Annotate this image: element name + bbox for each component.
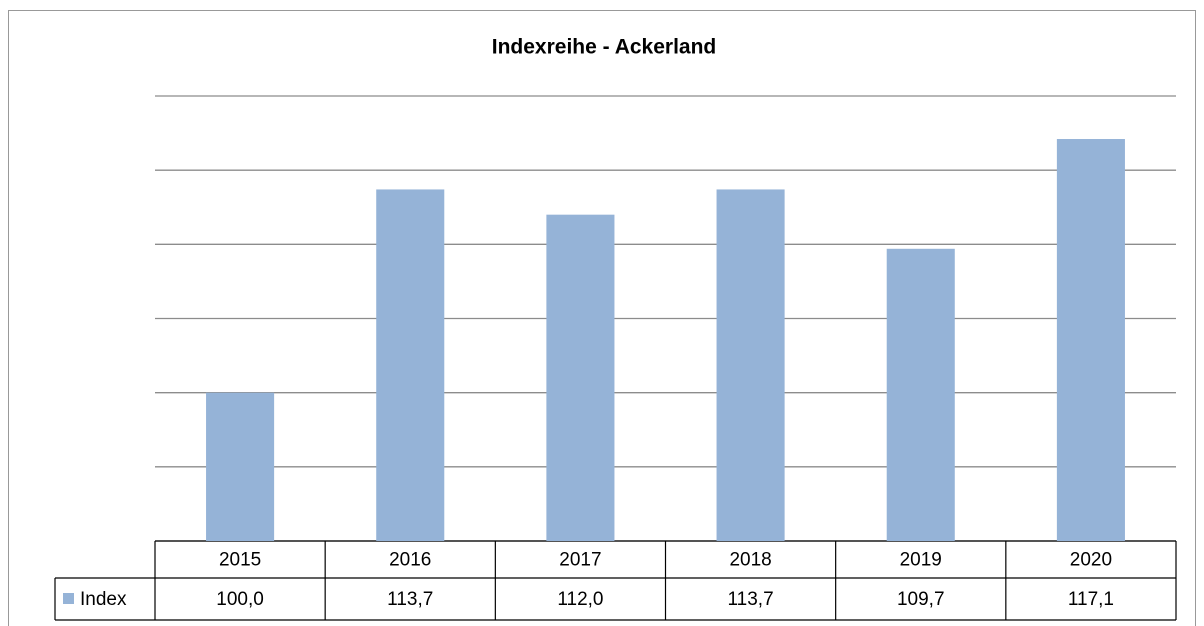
- value-label: 109,7: [897, 589, 945, 610]
- x-tick-label: 2015: [219, 550, 261, 571]
- chart-title: Indexreihe - Ackerland: [492, 36, 716, 59]
- x-tick-label: 2017: [559, 550, 601, 571]
- x-tick-label: 2020: [1070, 550, 1112, 571]
- bar: [1056, 139, 1125, 541]
- legend-label: Index: [80, 589, 127, 610]
- x-tick-label: 2019: [900, 550, 942, 571]
- value-label: 113,7: [387, 589, 433, 610]
- bar: [546, 214, 615, 541]
- x-tick-label: 2016: [389, 550, 431, 571]
- bar: [376, 189, 445, 541]
- legend-swatch: [63, 593, 74, 604]
- x-tick-label: 2018: [729, 550, 771, 571]
- value-label: 100,0: [216, 589, 264, 610]
- bar: [716, 189, 785, 541]
- bar: [886, 248, 955, 542]
- value-label: 112,0: [557, 589, 603, 610]
- value-label: 113,7: [728, 589, 774, 610]
- value-label: 117,1: [1068, 589, 1114, 610]
- bar: [206, 392, 275, 541]
